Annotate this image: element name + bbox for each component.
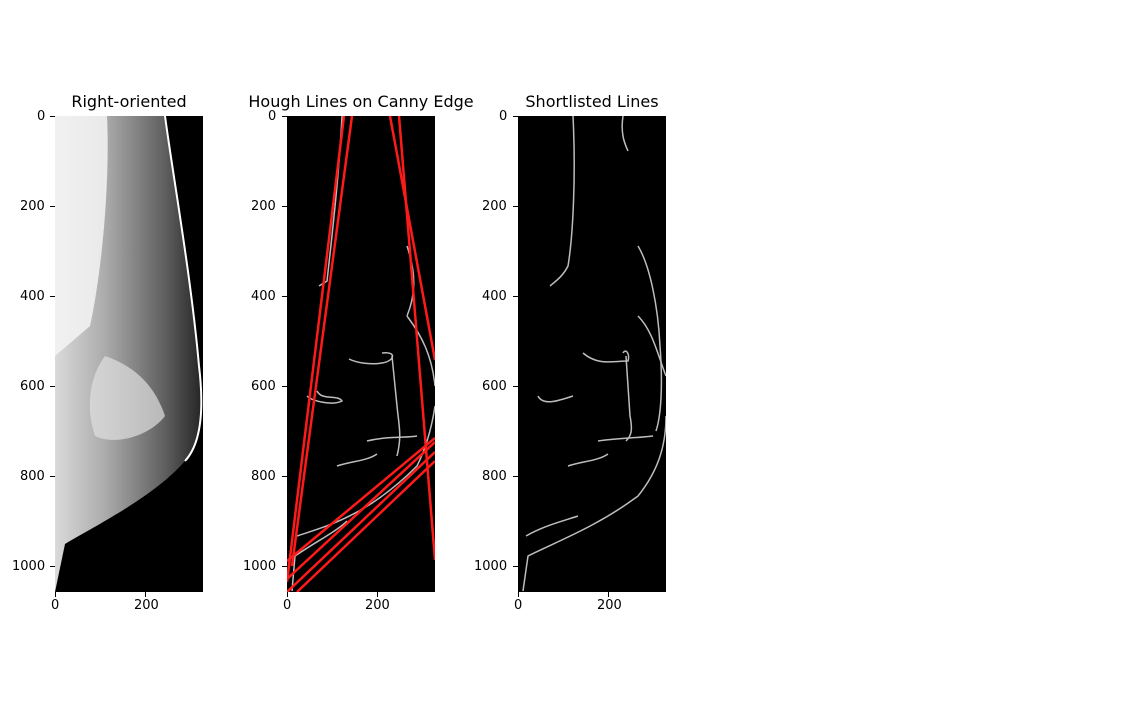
x-tick-label: 0 <box>283 598 292 613</box>
x-tick-label: 200 <box>365 598 390 613</box>
y-tick-label: 800 <box>482 469 507 484</box>
panel-title: Shortlisted Lines <box>525 92 659 111</box>
y-tick-label: 0 <box>268 109 277 124</box>
mammogram-image <box>55 116 203 592</box>
x-tick-label: 200 <box>134 598 159 613</box>
y-tick-label: 800 <box>251 469 276 484</box>
hough-lines <box>287 116 435 592</box>
y-tick-label: 800 <box>20 469 45 484</box>
y-tick-label: 200 <box>482 199 507 214</box>
y-tick-label: 1000 <box>12 559 46 574</box>
shortlisted-lines-image <box>518 116 666 592</box>
panel-title: Right-oriented <box>71 92 187 111</box>
y-tick-label: 600 <box>20 379 45 394</box>
hough-lines-image <box>287 116 435 592</box>
y-tick-label: 600 <box>251 379 276 394</box>
y-tick-label: 1000 <box>243 559 277 574</box>
y-tick-label: 200 <box>251 199 276 214</box>
y-tick-label: 600 <box>482 379 507 394</box>
y-tick-label: 400 <box>482 289 507 304</box>
panel-title: Hough Lines on Canny Edge <box>248 92 474 111</box>
x-tick-label: 200 <box>597 598 622 613</box>
y-tick-label: 1000 <box>474 559 508 574</box>
x-tick-label: 0 <box>514 598 523 613</box>
x-tick-label: 0 <box>51 598 60 613</box>
y-tick-label: 200 <box>20 199 45 214</box>
y-tick-label: 400 <box>251 289 276 304</box>
y-tick-label: 0 <box>37 109 46 124</box>
canny-edges <box>522 116 666 592</box>
y-tick-label: 0 <box>499 109 508 124</box>
y-tick-label: 400 <box>20 289 45 304</box>
